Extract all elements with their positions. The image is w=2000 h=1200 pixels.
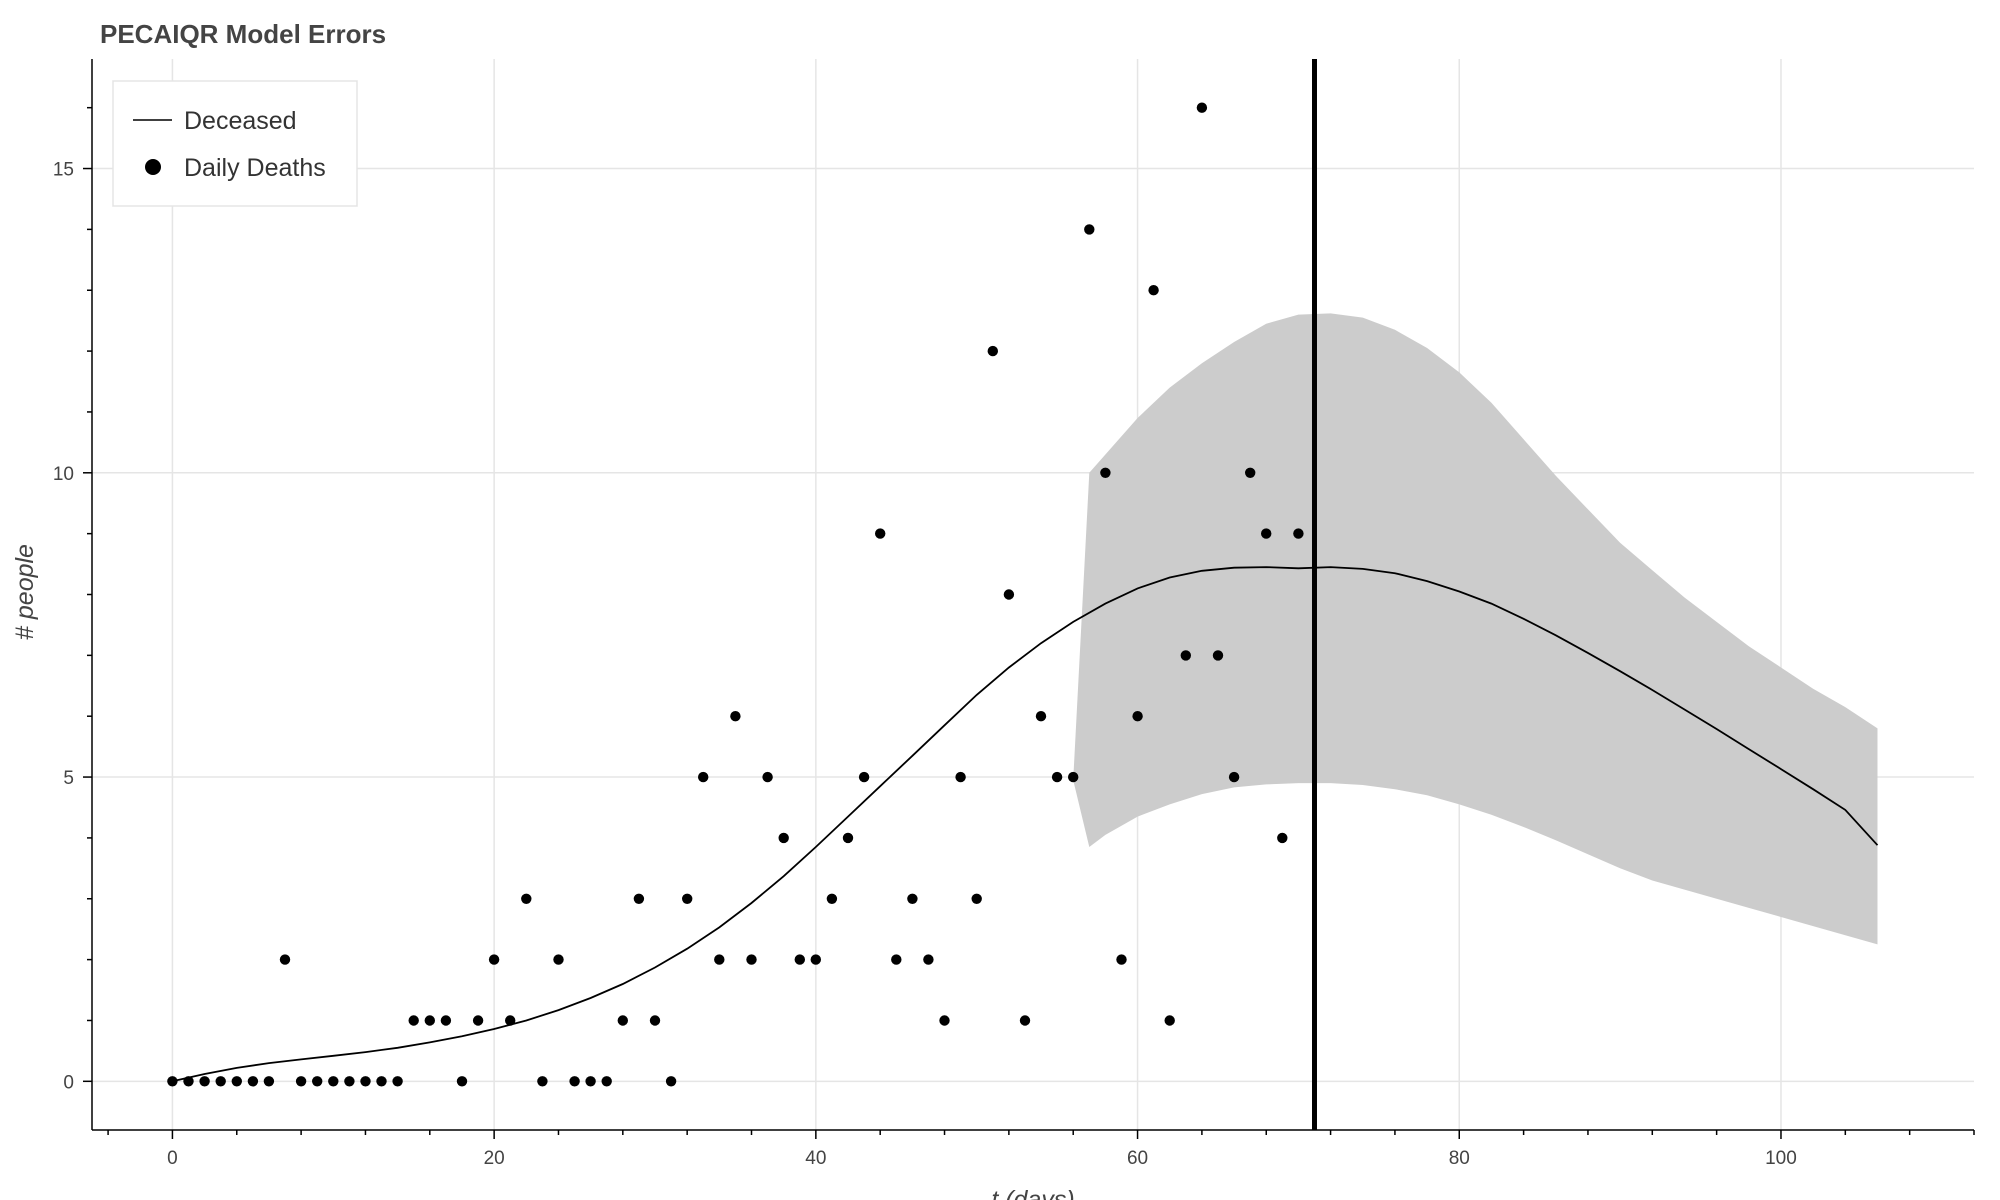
daily-deaths-point: [1245, 467, 1256, 478]
y-tick-label: 10: [53, 464, 74, 485]
daily-deaths-point: [649, 1015, 661, 1026]
daily-deaths-point: [279, 954, 291, 965]
tick-labels: 0 20 40 60 80 100 0 5 10 15: [53, 160, 1797, 1169]
daily-deaths-point: [231, 1076, 242, 1087]
daily-deaths-point: [987, 345, 998, 357]
chart-title: PECAIQR Model Errors: [100, 19, 386, 49]
daily-deaths-point: [360, 1076, 371, 1087]
y-tick-label: 15: [53, 160, 74, 181]
daily-deaths-point: [1293, 528, 1304, 539]
daily-deaths-point: [424, 1015, 435, 1026]
daily-deaths-point: [971, 893, 982, 904]
daily-deaths-point: [1228, 771, 1240, 783]
daily-deaths-point: [1051, 771, 1063, 783]
daily-deaths-point: [456, 1076, 468, 1087]
daily-deaths-point: [585, 1076, 596, 1087]
legend-label-daily-deaths: Daily Deaths: [184, 154, 326, 182]
x-tick-label: 100: [1765, 1148, 1797, 1169]
daily-deaths-point: [521, 893, 532, 904]
daily-deaths-point: [891, 954, 902, 965]
daily-deaths-point: [1196, 102, 1208, 113]
daily-deaths-point: [505, 1015, 516, 1026]
y-tick-label: 5: [63, 768, 74, 789]
uncertainty-band: [1073, 313, 1878, 945]
y-tick-label: 0: [63, 1072, 74, 1093]
daily-deaths-point: [247, 1076, 259, 1087]
daily-deaths-point: [408, 1015, 419, 1026]
daily-deaths-point: [312, 1076, 323, 1087]
legend-box: [112, 80, 358, 207]
daily-deaths-point: [1019, 1015, 1031, 1026]
daily-deaths-point: [1212, 650, 1224, 661]
daily-deaths-point: [376, 1076, 387, 1087]
daily-deaths-point: [553, 954, 564, 965]
grid: [92, 59, 1974, 1130]
daily-deaths-point: [1084, 224, 1095, 235]
x-tick-label: 40: [805, 1148, 826, 1169]
daily-deaths-point: [167, 1076, 178, 1087]
daily-deaths-point: [215, 1076, 226, 1087]
daily-deaths-point: [1068, 771, 1079, 783]
legend-label-deceased: Deceased: [184, 107, 297, 135]
daily-deaths-point: [714, 954, 725, 965]
daily-deaths-point: [939, 1015, 950, 1026]
legend: Deceased Daily Deaths: [112, 80, 358, 207]
daily-deaths-point: [826, 893, 838, 904]
daily-deaths-point: [392, 1076, 403, 1087]
daily-deaths-point: [183, 1076, 194, 1087]
x-tick-label: 0: [167, 1148, 178, 1169]
daily-deaths-point: [633, 893, 645, 904]
daily-deaths-point: [1277, 832, 1288, 844]
uncertainty-band-layer: [1073, 313, 1878, 945]
daily-deaths-point: [295, 1076, 307, 1087]
deceased-line-layer: [172, 566, 1879, 1083]
daily-deaths-point: [440, 1015, 452, 1026]
daily-deaths-point: [1132, 711, 1143, 722]
daily-deaths-point: [1116, 954, 1127, 965]
daily-deaths-point: [875, 528, 886, 539]
daily-deaths-point: [263, 1076, 275, 1087]
x-axis-label: t (days): [991, 1186, 1074, 1200]
daily-deaths-point: [955, 771, 966, 783]
daily-deaths-point: [842, 832, 854, 844]
daily-deaths-point: [1261, 528, 1272, 539]
daily-deaths-point: [665, 1076, 677, 1087]
daily-deaths-point: [746, 954, 757, 965]
daily-deaths-point: [794, 954, 805, 965]
daily-deaths-point: [617, 1015, 628, 1026]
daily-deaths-point: [199, 1076, 210, 1087]
daily-deaths-point: [488, 954, 500, 965]
daily-deaths-point: [1035, 711, 1047, 722]
daily-deaths-point: [778, 832, 789, 844]
axes: [83, 59, 1975, 1139]
daily-deaths-point: [1180, 650, 1192, 661]
y-axis-label: # people: [11, 544, 39, 640]
daily-deaths-point: [698, 771, 709, 783]
daily-deaths-point: [1164, 1015, 1175, 1026]
daily-deaths-layer: [167, 102, 1304, 1087]
daily-deaths-point: [858, 771, 870, 783]
daily-deaths-point: [601, 1076, 612, 1087]
daily-deaths-point: [923, 954, 934, 965]
legend-circle-swatch: [145, 159, 161, 175]
deceased-line: [172, 566, 1879, 1083]
x-tick-label: 80: [1449, 1148, 1470, 1169]
daily-deaths-point: [1148, 285, 1159, 296]
daily-deaths-point: [537, 1076, 548, 1087]
daily-deaths-point: [1003, 589, 1015, 600]
daily-deaths-point: [328, 1076, 339, 1087]
daily-deaths-point: [730, 711, 741, 722]
daily-deaths-point: [472, 1015, 484, 1026]
daily-deaths-point: [344, 1076, 355, 1087]
daily-deaths-point: [907, 893, 918, 904]
x-tick-label: 20: [484, 1148, 505, 1169]
x-tick-label: 60: [1127, 1148, 1148, 1169]
daily-deaths-point: [762, 771, 773, 783]
daily-deaths-point: [569, 1076, 580, 1087]
daily-deaths-point: [1100, 467, 1111, 478]
daily-deaths-point: [682, 893, 693, 904]
daily-deaths-point: [810, 954, 821, 965]
